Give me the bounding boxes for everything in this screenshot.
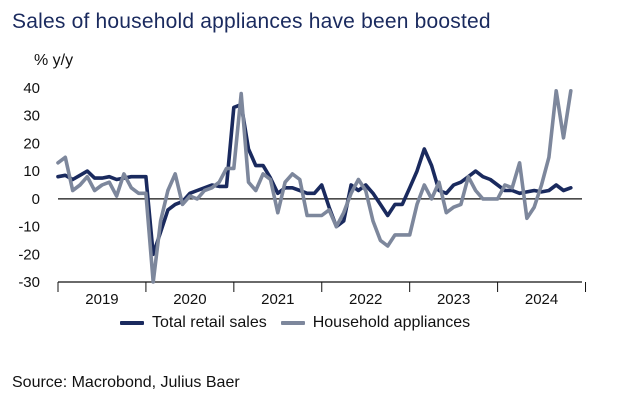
legend-item-total-retail-sales: Total retail sales [120, 314, 267, 332]
legend: Total retail sales Household appliances [120, 314, 484, 332]
x-tick-label: 2022 [349, 291, 382, 308]
legend-item-household-appliances: Household appliances [280, 314, 471, 332]
series-line-total-retail-sales [56, 102, 573, 257]
x-tick-label: 2024 [525, 291, 558, 308]
y-tick-label: 0 [32, 191, 40, 208]
y-tick-label: -30 [18, 274, 40, 291]
y-tick-label: 10 [23, 163, 40, 180]
y-axis-label: % y/y [34, 52, 74, 69]
source-note: Source: Macrobond, Julius Baer [12, 374, 240, 391]
series-layer [56, 89, 573, 284]
x-tick-label: 2023 [437, 291, 470, 308]
x-tick-label: 2019 [85, 291, 118, 308]
x-tick-label: 2021 [261, 291, 294, 308]
y-tick-label: -10 [18, 219, 40, 236]
legend-label-total-retail-sales: Total retail sales [152, 314, 267, 331]
y-axis: -30 -20 -10 0 10 20 30 40 [18, 80, 40, 291]
y-tick-label: -20 [18, 246, 40, 263]
legend-swatch-total-retail-sales [120, 321, 144, 325]
y-tick-label: 30 [23, 108, 40, 125]
legend-swatch-household-appliances [280, 321, 305, 325]
x-tick-label: 2020 [173, 291, 206, 308]
y-tick-label: 40 [23, 80, 40, 97]
y-tick-label: 20 [23, 135, 40, 152]
legend-label-household-appliances: Household appliances [312, 314, 471, 331]
chart-title: Sales of household appliances have been … [12, 10, 491, 33]
series-line-household-appliances [56, 89, 573, 284]
